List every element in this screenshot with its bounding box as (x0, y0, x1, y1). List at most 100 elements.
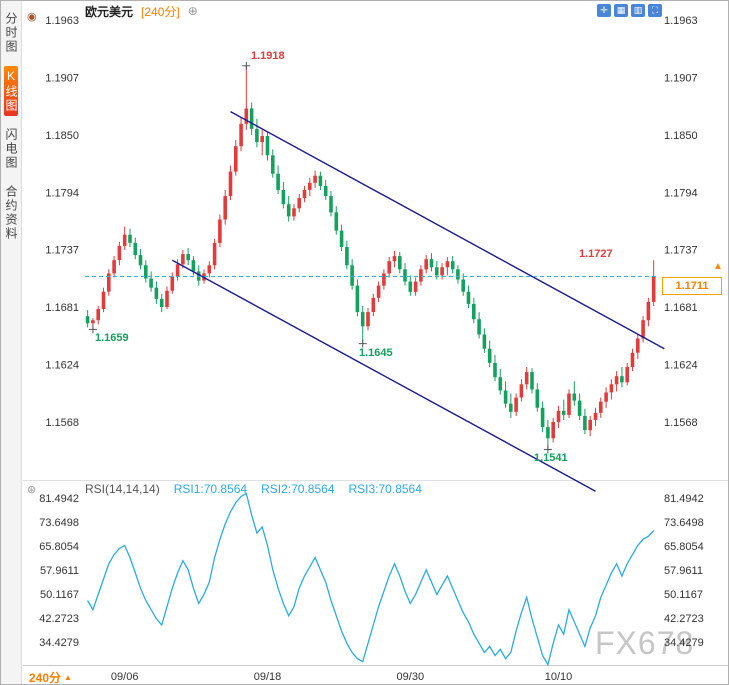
price-axis-label: 1.1681 (664, 302, 698, 314)
rsi1-value: RSI1:70.8564 (173, 482, 248, 496)
candle (159, 298, 164, 307)
annotation-high-1: 1.1918 (251, 50, 285, 62)
candle (85, 316, 90, 324)
candle (413, 281, 418, 292)
candle (260, 136, 264, 143)
candle (350, 265, 354, 286)
candle (466, 291, 471, 304)
candle (477, 319, 481, 335)
candle (509, 403, 513, 412)
rsi-axis-label: 65.8054 (39, 541, 79, 553)
candle (593, 412, 598, 420)
candle (191, 260, 196, 272)
rsi3-value: RSI3:70.8564 (348, 482, 422, 496)
candle (366, 312, 370, 327)
candle (493, 363, 497, 378)
candle (561, 410, 566, 415)
candle (223, 196, 227, 220)
crosshair-icon[interactable]: ✛ (597, 4, 611, 17)
candle (567, 393, 571, 415)
candle (122, 234, 127, 246)
sidebar-item-contract-info[interactable]: 合约资料 (4, 185, 18, 241)
trend-line[interactable] (230, 110, 665, 350)
candle (297, 198, 301, 209)
candle (376, 285, 381, 298)
rsi-axis-label: 42.2723 (39, 613, 79, 625)
candle (435, 267, 439, 276)
candle (392, 256, 397, 262)
rsi-settings-icon[interactable]: ⊛ (27, 484, 37, 496)
candle (276, 173, 280, 190)
rsi-axis-label: 34.4279 (664, 637, 704, 649)
price-axis-label: 1.1963 (664, 15, 698, 27)
candle (636, 338, 640, 353)
candle (403, 269, 407, 282)
price-axis-label: 1.1850 (45, 130, 79, 142)
candle (308, 182, 312, 190)
price-axis-label: 1.1907 (664, 72, 698, 84)
window-toolbar: ✛ ▦ ▥ ⛶ (597, 4, 662, 17)
price-axis-label: 1.1907 (45, 72, 79, 84)
candle (398, 256, 402, 270)
rsi-axis-label: 42.2723 (664, 613, 704, 625)
price-axis-label: 1.1850 (664, 130, 698, 142)
candle (583, 415, 587, 431)
candle (498, 377, 503, 391)
zoom-icon[interactable]: ⊕ (187, 4, 198, 18)
grid-icon[interactable]: ▦ (614, 4, 628, 17)
candle (265, 136, 270, 156)
price-axis-label: 1.1737 (45, 245, 79, 257)
price-axis-label: 1.1737 (664, 245, 698, 257)
price-axis-label: 1.1681 (45, 302, 79, 314)
candle (329, 196, 333, 213)
latest-price-arrow-icon[interactable]: ▲ (713, 261, 723, 272)
annotation-low-2: 1.1645 (359, 347, 393, 359)
candle (96, 309, 100, 321)
rsi2-value: RSI2:70.8564 (261, 482, 335, 496)
main-chart-settings-icon[interactable]: ◉ (27, 11, 37, 23)
candle (620, 376, 624, 383)
watermark: FX678 (595, 625, 695, 661)
rsi-title[interactable]: RSI(14,14,14) (85, 482, 160, 496)
candle (625, 367, 629, 383)
fullscreen-icon[interactable]: ⛶ (648, 4, 662, 17)
x-axis-label: 10/10 (545, 671, 573, 683)
sidebar-item-lightning-chart[interactable]: 闪电图 (4, 128, 18, 170)
sidebar: 分时图 K线图 闪电图 合约资料 (1, 1, 22, 684)
candle (165, 290, 169, 307)
candle (556, 410, 561, 422)
sidebar-item-time-chart[interactable]: 分时图 (4, 12, 18, 54)
rsi-line (87, 492, 655, 667)
sidebar-item-kline-chart[interactable]: K线图 (4, 66, 18, 116)
candle (572, 393, 577, 401)
trend-line[interactable] (171, 259, 596, 492)
x-axis-divider (23, 665, 728, 666)
candle (313, 175, 317, 183)
candle (302, 190, 307, 199)
candle (440, 267, 444, 276)
period-selector[interactable]: 240分 ▲ (29, 669, 72, 685)
price-axis-label: 1.1794 (45, 187, 79, 199)
candle (128, 234, 132, 243)
candle (604, 392, 608, 402)
candle (149, 278, 153, 288)
split-panes-icon[interactable]: ▥ (631, 4, 645, 17)
candle (614, 376, 619, 385)
candle (487, 348, 492, 363)
candle (588, 420, 592, 431)
candle (286, 204, 291, 217)
candle (630, 352, 635, 367)
rsi-axis-label: 34.4279 (39, 637, 79, 649)
rsi-axis-label: 50.1167 (664, 589, 703, 601)
candle (170, 276, 175, 291)
candle (514, 397, 518, 412)
candle (651, 276, 656, 302)
rsi-axis-label: 73.6498 (664, 517, 704, 529)
candle (387, 261, 391, 274)
candle (524, 372, 529, 385)
candle (408, 281, 413, 292)
candle (334, 212, 339, 231)
period-selector-label: 240分 (29, 671, 62, 685)
